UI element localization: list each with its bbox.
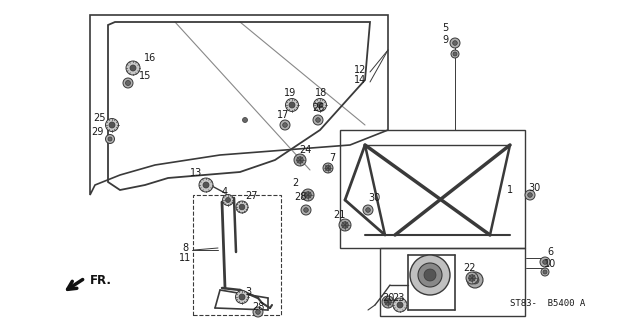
Circle shape — [225, 197, 231, 203]
Text: FR.: FR. — [90, 274, 112, 286]
Text: 15: 15 — [139, 71, 151, 81]
Circle shape — [304, 208, 308, 212]
Circle shape — [366, 208, 370, 212]
Circle shape — [341, 222, 348, 228]
Text: 30: 30 — [368, 193, 380, 203]
Circle shape — [363, 205, 373, 215]
Text: 10: 10 — [544, 259, 556, 269]
Circle shape — [339, 219, 351, 231]
Text: 22: 22 — [464, 263, 476, 273]
Text: 6: 6 — [547, 247, 553, 257]
Circle shape — [199, 178, 213, 192]
Text: 27: 27 — [246, 191, 258, 201]
Bar — [193, 195, 281, 315]
Text: 28: 28 — [294, 192, 306, 202]
Circle shape — [397, 302, 403, 308]
Circle shape — [255, 310, 261, 314]
Circle shape — [243, 117, 248, 123]
Text: 4: 4 — [222, 187, 228, 197]
Circle shape — [106, 134, 115, 143]
Circle shape — [382, 296, 394, 308]
Text: 7: 7 — [329, 153, 335, 163]
Text: 8: 8 — [182, 243, 188, 253]
Circle shape — [543, 270, 547, 274]
Circle shape — [471, 276, 479, 284]
Circle shape — [236, 291, 248, 303]
Circle shape — [253, 307, 263, 317]
Circle shape — [527, 193, 533, 197]
Circle shape — [469, 275, 475, 281]
Text: 3: 3 — [245, 287, 251, 297]
Text: 17: 17 — [277, 110, 289, 120]
Circle shape — [317, 102, 323, 108]
Circle shape — [453, 52, 457, 56]
Circle shape — [313, 115, 323, 125]
Text: 13: 13 — [190, 168, 202, 178]
Text: 26: 26 — [312, 103, 324, 113]
Circle shape — [239, 294, 245, 300]
Text: 30: 30 — [528, 183, 540, 193]
Text: 1: 1 — [507, 185, 513, 195]
Circle shape — [126, 61, 140, 75]
Circle shape — [294, 154, 306, 166]
Circle shape — [304, 192, 311, 198]
Circle shape — [424, 269, 436, 281]
Circle shape — [109, 122, 115, 128]
Text: 14: 14 — [354, 75, 366, 85]
Circle shape — [280, 120, 290, 130]
Circle shape — [410, 255, 450, 295]
Text: 21: 21 — [333, 210, 345, 220]
Bar — [380, 248, 525, 316]
Text: 29: 29 — [91, 127, 103, 137]
Circle shape — [123, 78, 133, 88]
Circle shape — [283, 123, 287, 127]
Circle shape — [466, 272, 478, 284]
Text: 12: 12 — [354, 65, 366, 75]
Circle shape — [453, 41, 457, 45]
Bar — [340, 130, 525, 248]
Text: ST83-  B5400 A: ST83- B5400 A — [510, 299, 585, 308]
Circle shape — [418, 263, 442, 287]
Circle shape — [326, 165, 331, 171]
Text: 28: 28 — [252, 302, 264, 312]
Circle shape — [313, 99, 327, 111]
Circle shape — [289, 102, 295, 108]
Circle shape — [467, 272, 483, 288]
Circle shape — [541, 268, 549, 276]
Text: 19: 19 — [284, 88, 296, 98]
Circle shape — [543, 260, 547, 264]
Circle shape — [222, 195, 234, 205]
Circle shape — [316, 118, 320, 122]
Text: 9: 9 — [442, 35, 448, 45]
Text: 23: 23 — [392, 293, 404, 303]
Circle shape — [540, 257, 550, 267]
Text: 11: 11 — [179, 253, 191, 263]
Circle shape — [385, 299, 391, 305]
Circle shape — [125, 81, 131, 85]
Circle shape — [393, 298, 407, 312]
Circle shape — [108, 137, 112, 141]
Circle shape — [450, 38, 460, 48]
Text: 16: 16 — [144, 53, 156, 63]
Circle shape — [297, 157, 303, 163]
Circle shape — [301, 205, 311, 215]
Circle shape — [130, 65, 136, 71]
Circle shape — [302, 189, 314, 201]
Circle shape — [285, 99, 299, 111]
Circle shape — [203, 182, 209, 188]
Text: 2: 2 — [292, 178, 298, 188]
Text: 18: 18 — [315, 88, 327, 98]
Circle shape — [451, 50, 459, 58]
Text: 25: 25 — [94, 113, 106, 123]
Text: 20: 20 — [382, 293, 394, 303]
Circle shape — [106, 118, 118, 132]
Text: 24: 24 — [299, 145, 311, 155]
Text: 5: 5 — [442, 23, 448, 33]
Circle shape — [525, 190, 535, 200]
Circle shape — [323, 163, 333, 173]
Circle shape — [240, 204, 245, 210]
Circle shape — [236, 201, 248, 213]
